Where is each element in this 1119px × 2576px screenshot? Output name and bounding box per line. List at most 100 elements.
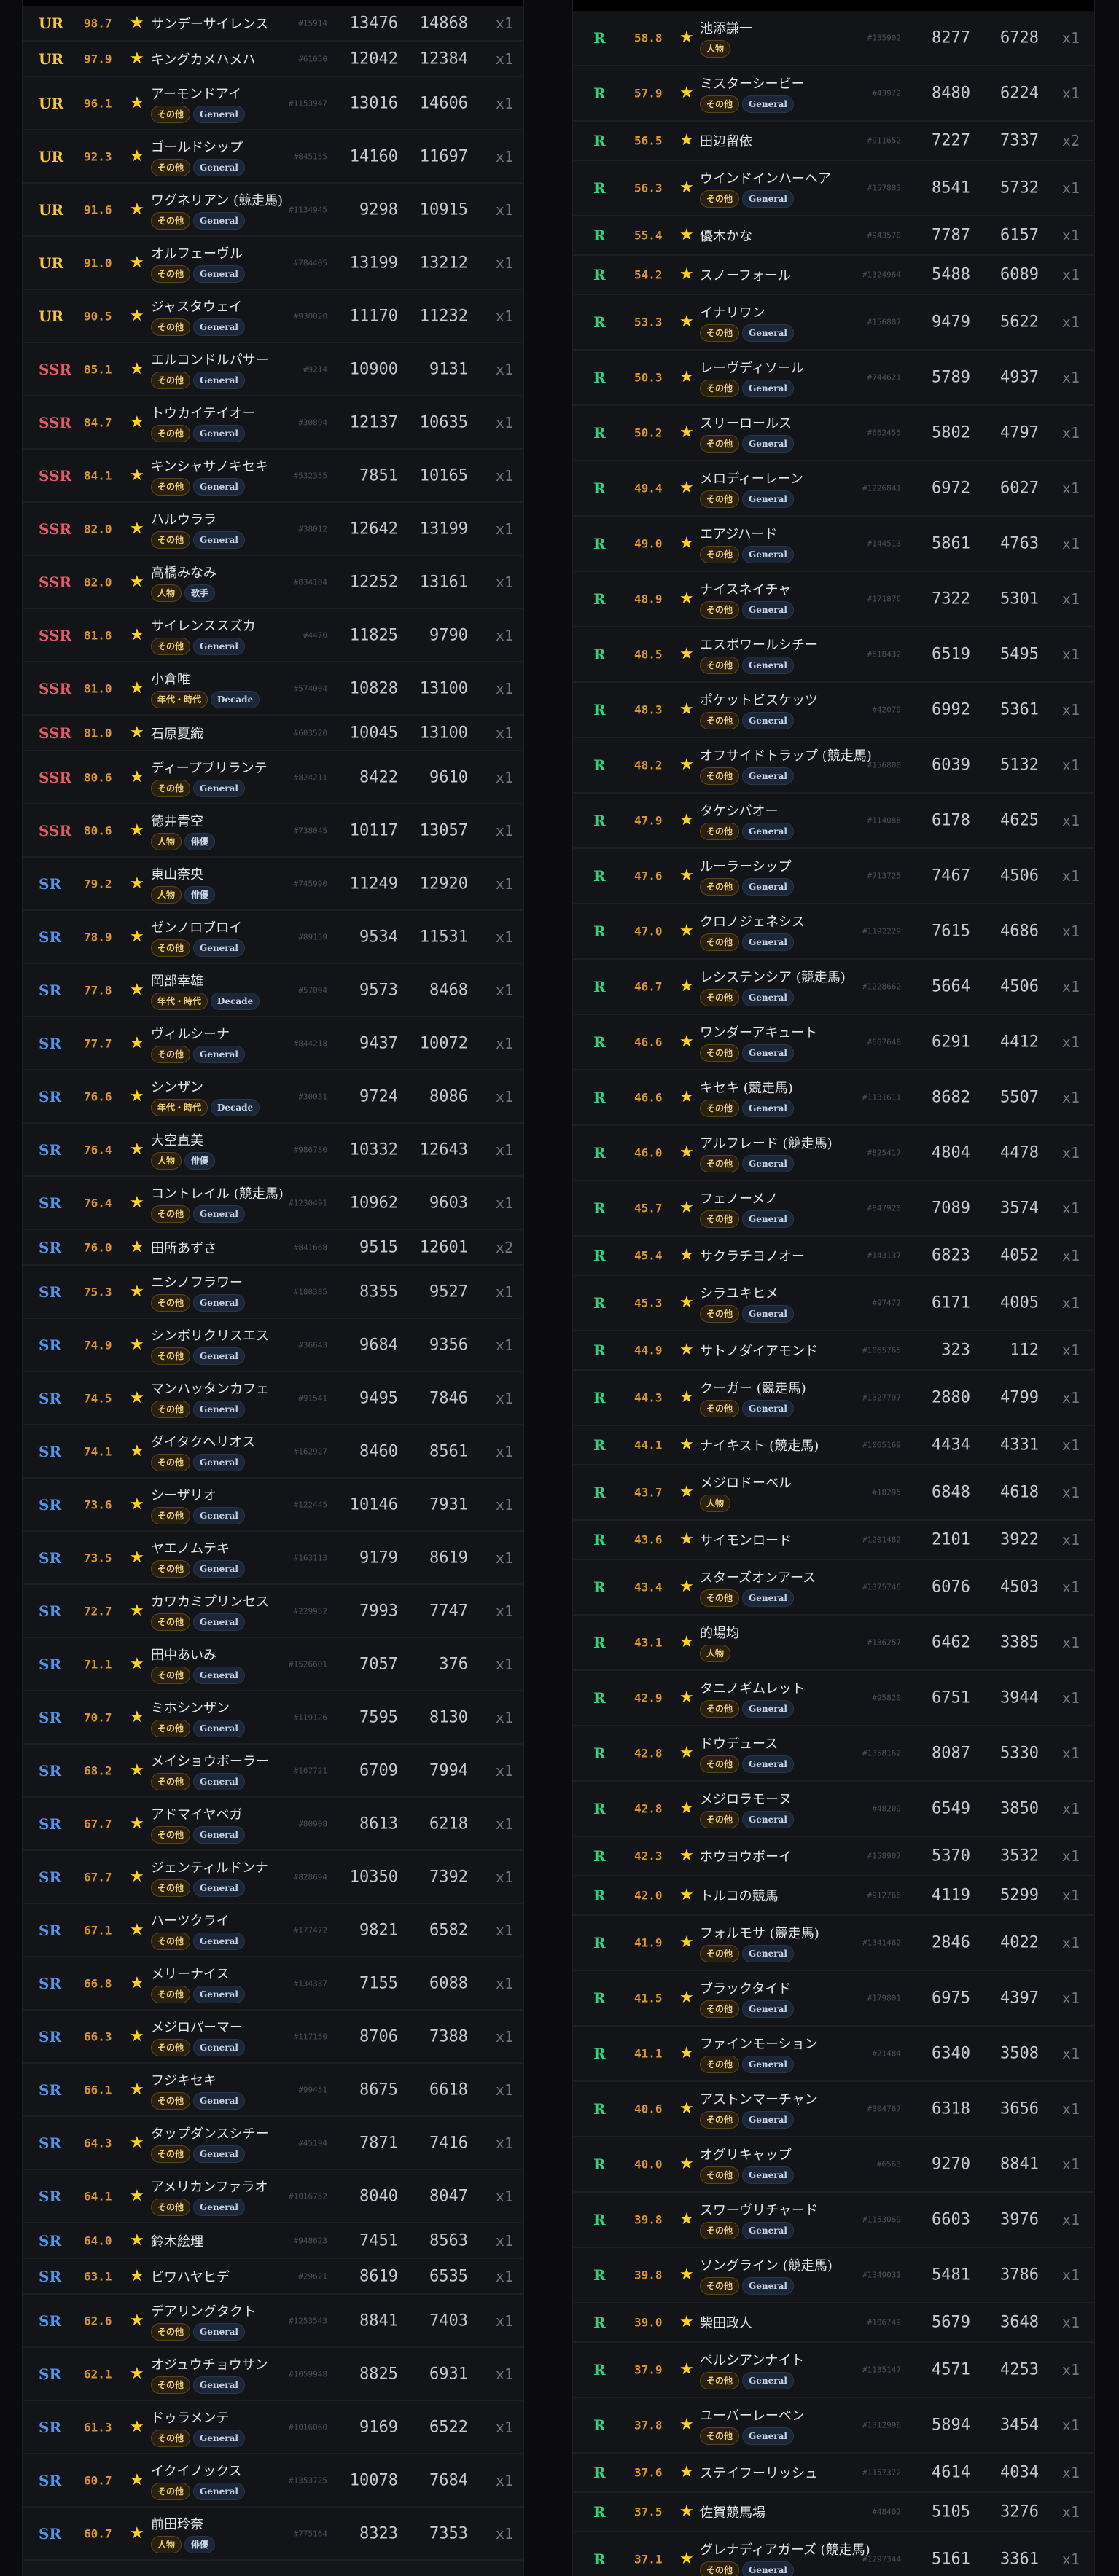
star-icon[interactable]: ★ <box>679 756 694 774</box>
star-icon[interactable]: ★ <box>130 927 144 946</box>
star-icon[interactable]: ★ <box>130 1973 144 1992</box>
table-row[interactable]: SR 74.1 ★ ダイタクヘリオス その他 General #162927 8460 8561… <box>23 1425 523 1479</box>
star-icon[interactable]: ★ <box>130 49 144 68</box>
star-icon[interactable]: ★ <box>679 28 694 47</box>
table-row[interactable]: R 46.7 ★ レシステンシア (競走馬) その他 General #1228662 566… <box>573 960 1094 1015</box>
star-icon[interactable]: ★ <box>679 1436 694 1454</box>
star-icon[interactable]: ★ <box>130 412 144 431</box>
star-icon[interactable]: ★ <box>130 253 144 272</box>
star-icon[interactable]: ★ <box>679 2044 694 2062</box>
star-icon[interactable]: ★ <box>679 811 694 829</box>
table-row[interactable]: R 48.9 ★ ナイスネイチャ その他 General #171876 7322 5301 x1 <box>573 572 1094 627</box>
table-row[interactable]: SR 64.0 ★ 鈴木絵理 #948623 7451 8563 x1 <box>23 2223 523 2259</box>
star-icon[interactable]: ★ <box>130 572 144 591</box>
star-icon[interactable]: ★ <box>130 519 144 538</box>
table-row[interactable]: SR 66.8 ★ メリーナイス その他 General #134337 7155 6088 x1 <box>23 1957 523 2011</box>
star-icon[interactable]: ★ <box>130 723 144 742</box>
table-row[interactable]: R 45.4 ★ サクラチヨノオー #143137 6823 4052 x1 <box>573 1237 1094 1276</box>
table-row[interactable]: UR 96.1 ★ アーモンドアイ その他 General #1153947 13016 146… <box>23 77 523 130</box>
star-icon[interactable]: ★ <box>679 1088 694 1106</box>
star-icon[interactable]: ★ <box>130 767 144 786</box>
star-icon[interactable]: ★ <box>679 1388 694 1406</box>
star-icon[interactable]: ★ <box>130 874 144 893</box>
table-row[interactable]: SSR 82.0 ★ 高橋みなみ 人物 歌手 #834104 12252 13161 x1 <box>23 556 523 609</box>
star-icon[interactable]: ★ <box>130 1707 144 1726</box>
table-row[interactable]: SR 63.1 ★ ビワハヤヒデ #29621 8619 6535 x1 <box>23 2259 523 2295</box>
table-row[interactable]: SSR 81.0 ★ 小倉唯 年代・時代 Decade #574004 10828 13100 x… <box>23 662 523 716</box>
table-row[interactable]: SR 61.3 ★ ドゥラメンテ その他 General #1016060 9169 6522 x… <box>23 2401 523 2454</box>
table-row[interactable]: SR 73.6 ★ シーザリオ その他 General #122445 10146 7931 x1 <box>23 1479 523 1532</box>
star-icon[interactable]: ★ <box>679 534 694 552</box>
table-row[interactable]: R 42.9 ★ タニノギムレット その他 General #95820 6751 3944 x1 <box>573 1671 1094 1726</box>
star-icon[interactable]: ★ <box>679 265 694 283</box>
star-icon[interactable]: ★ <box>130 466 144 485</box>
star-icon[interactable]: ★ <box>679 1033 694 1051</box>
star-icon[interactable]: ★ <box>130 2027 144 2045</box>
table-row[interactable]: R 46.6 ★ ワンダーアキュート その他 General #667648 6291 4412… <box>573 1015 1094 1070</box>
table-row[interactable]: R 43.6 ★ サイモンロード #1201482 2101 3922 x1 <box>573 1521 1094 1560</box>
star-icon[interactable]: ★ <box>679 1246 694 1264</box>
table-row[interactable]: R 44.3 ★ クーガー (競走馬) その他 General #1327797 2880 47… <box>573 1371 1094 1426</box>
star-icon[interactable]: ★ <box>130 1388 144 1407</box>
star-icon[interactable]: ★ <box>679 590 694 608</box>
star-icon[interactable]: ★ <box>679 2502 694 2521</box>
star-icon[interactable]: ★ <box>130 1335 144 1354</box>
star-icon[interactable]: ★ <box>679 700 694 719</box>
table-row[interactable]: SR 76.0 ★ 田所あずさ #841668 9515 12601 x2 <box>23 1230 523 1266</box>
star-icon[interactable]: ★ <box>130 1282 144 1301</box>
star-icon[interactable]: ★ <box>130 1654 144 1673</box>
table-row[interactable]: SR 67.1 ★ ハーツクライ その他 General #177472 9821 6582 x1 <box>23 1904 523 1957</box>
star-icon[interactable]: ★ <box>130 2311 144 2330</box>
table-row[interactable]: R 41.1 ★ ファインモーション その他 General #21484 6340 3508 x… <box>573 2027 1094 2082</box>
table-row[interactable]: R 40.0 ★ オグリキャップ その他 General #6563 9270 8841 x1 <box>573 2137 1094 2193</box>
star-icon[interactable]: ★ <box>679 1933 694 1951</box>
table-row[interactable]: R 48.2 ★ オフサイドトラップ (競走馬) その他 General #156800 60… <box>573 738 1094 794</box>
table-row[interactable]: R 45.3 ★ シラユキヒメ その他 General #97472 6171 4005 x1 <box>573 1276 1094 1331</box>
star-icon[interactable]: ★ <box>130 306 144 325</box>
star-icon[interactable]: ★ <box>130 1548 144 1567</box>
star-icon[interactable]: ★ <box>130 980 144 999</box>
table-row[interactable]: R 41.9 ★ フォルモサ (競走馬) その他 General #1341462 2846 4… <box>573 1916 1094 1971</box>
star-icon[interactable]: ★ <box>130 1601 144 1620</box>
star-icon[interactable]: ★ <box>679 866 694 885</box>
table-row[interactable]: SSR 80.6 ★ ディープブリランテ その他 General #824211 8422 96… <box>23 751 523 804</box>
star-icon[interactable]: ★ <box>130 1867 144 1886</box>
star-icon[interactable]: ★ <box>130 93 144 112</box>
table-row[interactable]: SSR 85.1 ★ エルコンドルパサー その他 General #9214 10900 913… <box>23 343 523 396</box>
star-icon[interactable]: ★ <box>679 2099 694 2118</box>
star-icon[interactable]: ★ <box>679 1578 694 1596</box>
table-row[interactable]: SR 66.1 ★ フジキセキ その他 General #99451 8675 6618 x1 <box>23 2064 523 2117</box>
table-row[interactable]: R 45.7 ★ フェノーメノ その他 General #847920 7089 3574 x1 <box>573 1181 1094 1237</box>
star-icon[interactable]: ★ <box>130 625 144 644</box>
star-icon[interactable]: ★ <box>679 645 694 663</box>
table-row[interactable]: SSR 84.7 ★ トウカイテイオー その他 General #30894 12137 106… <box>23 396 523 450</box>
table-row[interactable]: SR 79.2 ★ 東山奈央 人物 俳優 #745990 11249 12920 x1 <box>23 858 523 911</box>
star-icon[interactable]: ★ <box>679 2550 694 2568</box>
table-row[interactable]: R 56.5 ★ 田辺留依 #911652 7227 7337 x2 <box>573 122 1094 161</box>
table-row[interactable]: R 39.8 ★ スワーヴリチャード その他 General #1153069 6603 397… <box>573 2193 1094 2248</box>
table-row[interactable]: R 48.5 ★ エスポワールシチー その他 General #618432 6519 5495… <box>573 627 1094 683</box>
table-row[interactable]: R 42.0 ★ トルコの競馬 #912766 4119 5299 x1 <box>573 1876 1094 1916</box>
table-row[interactable]: R 49.0 ★ エアジハード その他 General #144513 5861 4763 x1 <box>573 517 1094 572</box>
table-row[interactable]: SSR 84.1 ★ キンシャサノキセキ その他 General #532355 7851 10… <box>23 450 523 503</box>
star-icon[interactable]: ★ <box>130 1087 144 1105</box>
table-row[interactable]: R 37.9 ★ ペルシアンナイト その他 General #1135147 4571 4253… <box>573 2343 1094 2398</box>
table-row[interactable]: SR 78.9 ★ ゼンノロブロイ その他 General #89159 9534 11531 x… <box>23 911 523 964</box>
table-row[interactable]: SR 76.4 ★ 大空直美 人物 俳優 #986780 10332 12643 x1 <box>23 1124 523 1177</box>
star-icon[interactable]: ★ <box>679 226 694 244</box>
table-row[interactable]: SR 66.3 ★ メジロパーマー その他 General #117150 8706 7388 x… <box>23 2011 523 2064</box>
star-icon[interactable]: ★ <box>679 1847 694 1865</box>
table-row[interactable]: UR 90.5 ★ ジャスタウェイ その他 General #930020 11170 1123… <box>23 290 523 343</box>
star-icon[interactable]: ★ <box>130 146 144 165</box>
star-icon[interactable]: ★ <box>130 1920 144 1939</box>
table-row[interactable]: SR 71.1 ★ 田中あいみ その他 General #1526601 7057 376 x1 <box>23 1638 523 1691</box>
table-row[interactable]: R 47.0 ★ クロノジェネシス その他 General #1192229 7615 4686… <box>573 904 1094 960</box>
star-icon[interactable]: ★ <box>679 1483 694 1501</box>
star-icon[interactable]: ★ <box>130 821 144 839</box>
star-icon[interactable]: ★ <box>679 368 694 386</box>
table-row[interactable]: R 48.3 ★ ポケットビスケッツ その他 General #42079 6992 5361 x… <box>573 683 1094 738</box>
star-icon[interactable]: ★ <box>130 2231 144 2250</box>
table-row[interactable]: SR 77.7 ★ ヴィルシーナ その他 General #844218 9437 10072 x… <box>23 1017 523 1070</box>
table-row[interactable]: SR 64.3 ★ タップダンスシチー その他 General #45194 7871 7416… <box>23 2117 523 2170</box>
star-icon[interactable]: ★ <box>130 1193 144 1212</box>
